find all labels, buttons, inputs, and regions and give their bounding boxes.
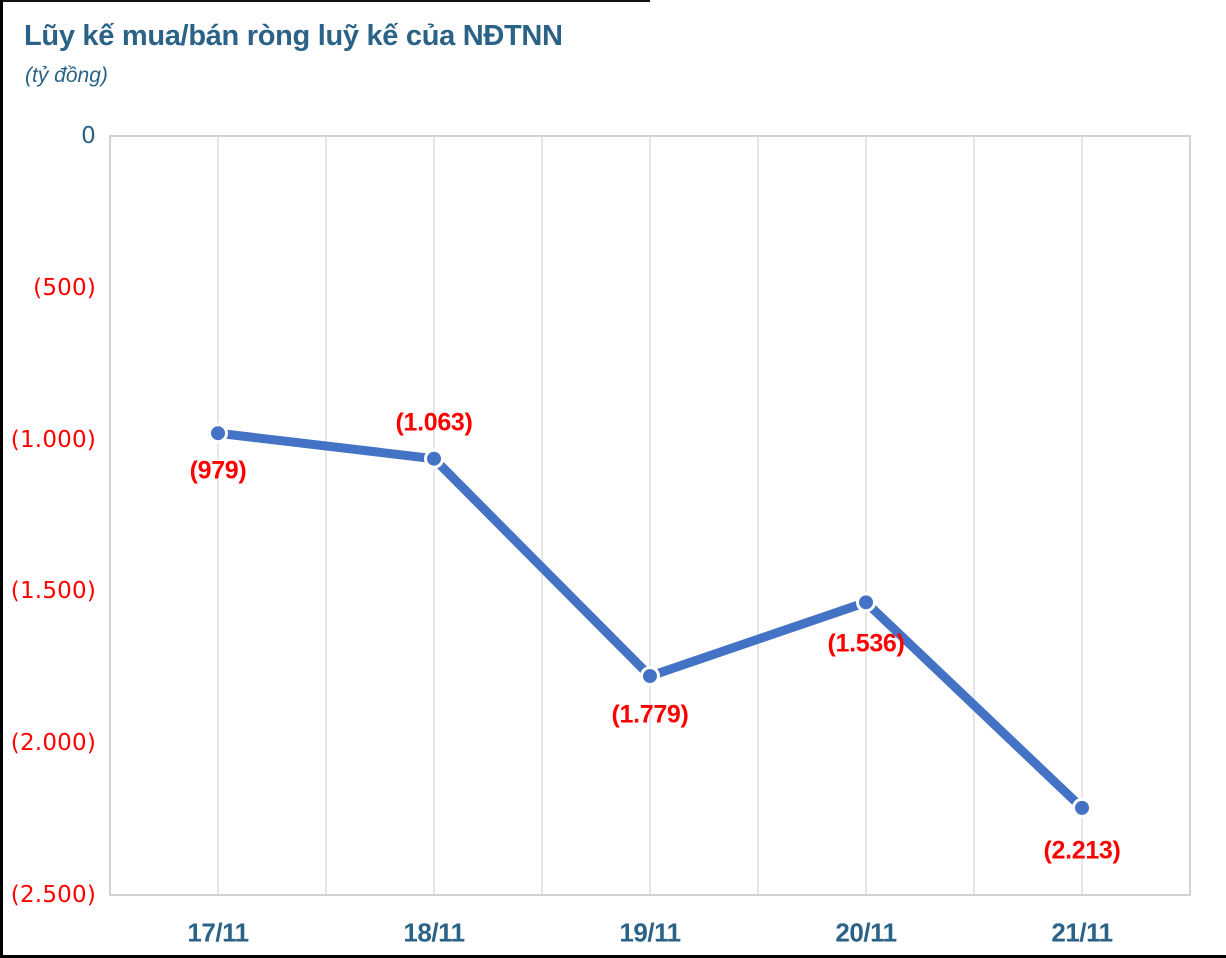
data-point-marker bbox=[208, 423, 228, 444]
plot-border bbox=[109, 135, 1191, 896]
data-point-marker bbox=[424, 448, 444, 469]
data-point-marker bbox=[640, 666, 660, 687]
page-subtitle: (tỷ đồng) bbox=[25, 64, 108, 87]
data-point-marker bbox=[856, 592, 876, 613]
screen-border-top bbox=[0, 0, 650, 2]
screen-border-bottom bbox=[0, 955, 1226, 958]
screen-border-left bbox=[0, 0, 3, 958]
data-point-marker bbox=[1072, 797, 1092, 818]
page-title: Lũy kế mua/bán ròng luỹ kế của NĐTNN bbox=[24, 20, 563, 52]
